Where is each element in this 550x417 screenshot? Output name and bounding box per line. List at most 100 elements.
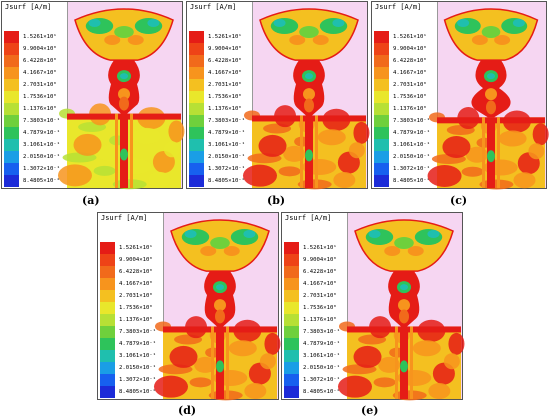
legend-title: Jsurf [A/m] — [5, 3, 52, 11]
legend-swatch — [189, 103, 204, 115]
legend-swatch — [4, 139, 19, 151]
legend-swatch — [374, 31, 389, 43]
legend-value: 7.3803×10⁻¹ — [303, 329, 341, 335]
legend-swatch — [374, 55, 389, 67]
legend-value: 1.5261×10¹ — [393, 34, 427, 40]
legend-value: 9.9004×10⁰ — [23, 46, 57, 52]
legend-value: 1.1376×10⁰ — [303, 317, 337, 323]
panel-caption: (e) — [361, 404, 379, 417]
legend-swatch — [284, 362, 299, 374]
legend-value: 4.7879×10⁻¹ — [393, 130, 431, 136]
legend-swatch — [4, 115, 19, 127]
legend-swatch — [284, 266, 299, 278]
legend-value: 9.9004×10⁰ — [119, 257, 153, 263]
legend-value: 8.4805×10⁻² — [393, 178, 431, 184]
legend-value: 3.1061×10⁻¹ — [393, 142, 431, 148]
legend-swatch — [374, 139, 389, 151]
legend-value: 9.9004×10⁰ — [303, 257, 337, 263]
legend-swatch — [100, 338, 115, 350]
legend-swatch — [4, 151, 19, 163]
legend-value: 1.5261×10¹ — [119, 245, 153, 251]
legend-value: 8.4805×10⁻² — [208, 178, 246, 184]
legend-swatch — [100, 254, 115, 266]
antenna-patch — [443, 8, 539, 118]
legend-title: Jsurf [A/m] — [101, 214, 148, 222]
legend-value: 2.7031×10⁰ — [303, 293, 337, 299]
simulation-panel: Jsurf [A/m] 1.5261×10¹ 9.9004×10⁰ 6.4228×10… — [371, 1, 549, 190]
legend-value: 4.1667×10⁰ — [23, 70, 57, 76]
legend-value: 1.7536×10⁰ — [23, 94, 57, 100]
legend-swatch — [189, 163, 204, 175]
panel-caption: (a) — [82, 194, 100, 207]
legend-value: 1.7536×10⁰ — [303, 305, 337, 311]
legend-value: 1.7536×10⁰ — [393, 94, 427, 100]
legend-value: 7.3803×10⁻¹ — [208, 118, 246, 124]
ground-plane-region — [57, 103, 185, 190]
legend-value: 1.5261×10¹ — [208, 34, 242, 40]
legend-value: 3.1061×10⁻¹ — [23, 142, 61, 148]
legend-swatch — [284, 386, 299, 398]
legend-swatch — [100, 386, 115, 398]
legend-swatch — [189, 151, 204, 163]
legend-swatch — [374, 127, 389, 139]
legend-swatch — [374, 163, 389, 175]
legend-swatch — [374, 115, 389, 127]
legend-value: 3.1061×10⁻¹ — [303, 353, 341, 359]
legend-swatch — [189, 139, 204, 151]
legend-value: 7.3803×10⁻¹ — [119, 329, 157, 335]
legend-value: 1.3072×10⁻¹ — [303, 377, 341, 383]
legend-swatch — [189, 79, 204, 91]
legend-value: 1.1376×10⁰ — [393, 106, 427, 112]
legend-swatch — [4, 67, 19, 79]
legend-swatch — [100, 278, 115, 290]
legend-value: 7.3803×10⁻¹ — [23, 118, 61, 124]
simulation-panel: Jsurf [A/m] 1.5261×10¹ 9.9004×10⁰ 6.4228×10… — [281, 212, 465, 401]
legend-value: 2.7031×10⁰ — [23, 82, 57, 88]
legend-value: 1.3072×10⁻¹ — [208, 166, 246, 172]
legend-swatch — [284, 290, 299, 302]
legend-swatch — [374, 91, 389, 103]
legend-value: 8.4805×10⁻² — [303, 389, 341, 395]
legend-value: 2.0150×10⁻¹ — [393, 154, 431, 160]
legend-swatch — [4, 91, 19, 103]
antenna-patch — [170, 219, 270, 327]
legend-swatch — [100, 326, 115, 338]
simulation-panel: Jsurf [A/m] 1.5261×10¹ 9.9004×10⁰ 6.4228×10… — [97, 212, 281, 401]
legend-swatch — [189, 55, 204, 67]
legend-value: 1.3072×10⁻¹ — [23, 166, 61, 172]
ground-plane-region — [337, 316, 465, 401]
legend-swatch — [4, 43, 19, 55]
legend-value: 1.5261×10¹ — [303, 245, 337, 251]
legend-swatch — [189, 127, 204, 139]
legend-value: 4.1667×10⁰ — [208, 70, 242, 76]
legend-swatch — [374, 175, 389, 187]
legend-value: 8.4805×10⁻² — [23, 178, 61, 184]
ground-plane-region — [242, 105, 370, 190]
legend-swatch — [189, 115, 204, 127]
ground-plane-region — [427, 107, 549, 190]
legend-value: 4.1667×10⁰ — [119, 281, 153, 287]
legend-value: 2.0150×10⁻¹ — [119, 365, 157, 371]
legend-swatch — [189, 91, 204, 103]
ground-plane-region — [153, 316, 281, 401]
current-distribution-plot — [153, 219, 281, 401]
legend-value: 2.0150×10⁻¹ — [303, 365, 341, 371]
legend-swatch — [4, 127, 19, 139]
legend-swatch — [284, 254, 299, 266]
legend-swatch — [100, 242, 115, 254]
legend-swatch — [100, 290, 115, 302]
legend-value: 3.1061×10⁻¹ — [208, 142, 246, 148]
antenna-patch — [74, 8, 174, 114]
legend-value: 1.3072×10⁻¹ — [393, 166, 431, 172]
simulation-panel: Jsurf [A/m] 1.5261×10¹ 9.9004×10⁰ 6.4228×10… — [186, 1, 370, 190]
legend-swatch — [4, 103, 19, 115]
legend-swatch — [284, 338, 299, 350]
legend-value: 9.9004×10⁰ — [393, 46, 427, 52]
legend-value: 9.9004×10⁰ — [208, 46, 242, 52]
legend-swatch — [284, 314, 299, 326]
legend-value: 1.1376×10⁰ — [119, 317, 153, 323]
legend-swatch — [100, 302, 115, 314]
legend-value: 2.7031×10⁰ — [208, 82, 242, 88]
legend-value: 8.4805×10⁻² — [119, 389, 157, 395]
legend-value: 4.7879×10⁻¹ — [303, 341, 341, 347]
